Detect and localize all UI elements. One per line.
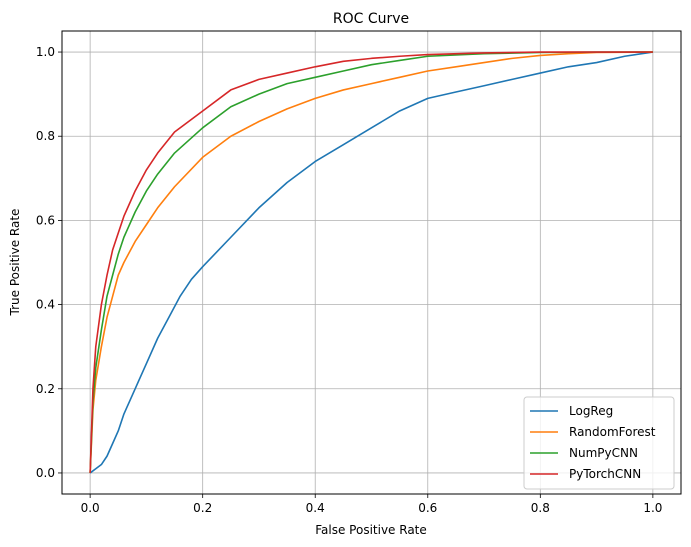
legend-label-logreg: LogReg bbox=[569, 404, 613, 418]
y-tick-label: 1.0 bbox=[36, 45, 55, 59]
x-axis-title: False Positive Rate bbox=[315, 523, 427, 537]
chart-title: ROC Curve bbox=[333, 11, 409, 27]
x-tick-label: 0.4 bbox=[306, 501, 325, 515]
y-tick-label: 0.2 bbox=[36, 382, 55, 396]
y-axis-ticks: 0.0 0.2 0.4 0.6 0.8 1.0 bbox=[36, 45, 62, 480]
x-tick-label: 0.2 bbox=[193, 501, 212, 515]
x-tick-label: 0.6 bbox=[418, 501, 437, 515]
y-tick-label: 0.8 bbox=[36, 129, 55, 143]
series-line-logreg bbox=[89, 51, 653, 474]
y-tick-label: 0.0 bbox=[36, 466, 55, 480]
legend: LogReg RandomForest NumPyCNN PyTorchCNN bbox=[523, 396, 675, 490]
grid bbox=[62, 31, 681, 494]
x-tick-label: 1.0 bbox=[643, 501, 662, 515]
legend-box bbox=[523, 396, 675, 490]
legend-label-randomforest: RandomForest bbox=[569, 425, 656, 439]
legend-label-numpycnn: NumPyCNN bbox=[569, 446, 638, 460]
series-line-numpycnn bbox=[89, 51, 653, 473]
x-tick-label: 0.0 bbox=[81, 501, 100, 515]
x-axis-ticks: 0.0 0.2 0.4 0.6 0.8 1.0 bbox=[81, 494, 662, 515]
y-axis-title: True Positive Rate bbox=[8, 209, 22, 317]
series-line-randomforest bbox=[89, 51, 653, 473]
y-tick-label: 0.6 bbox=[36, 213, 55, 227]
plot-frame bbox=[61, 30, 682, 495]
y-tick-label: 0.4 bbox=[36, 298, 55, 312]
series-line-pytorchcnn bbox=[89, 51, 653, 473]
x-tick-label: 0.8 bbox=[531, 501, 550, 515]
legend-label-pytorchcnn: PyTorchCNN bbox=[569, 467, 641, 481]
series-lines bbox=[89, 51, 653, 474]
